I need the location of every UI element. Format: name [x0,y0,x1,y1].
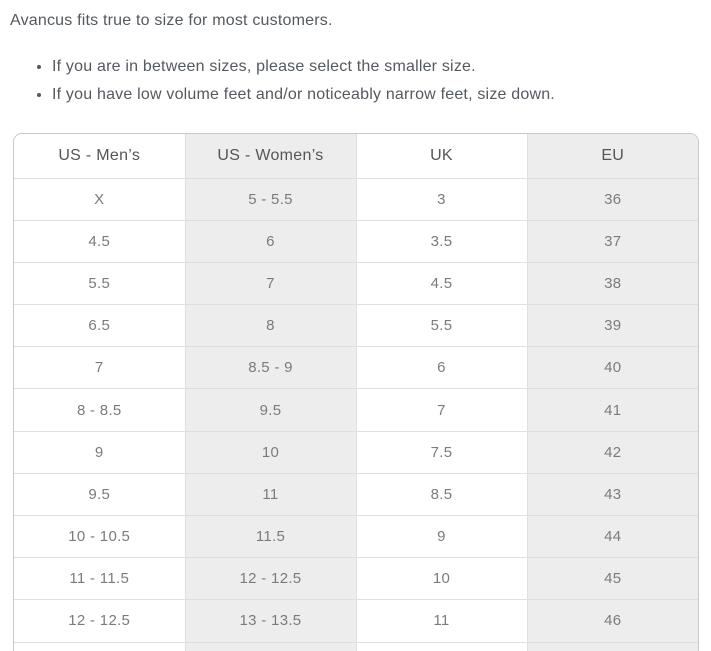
size-cell: 3 [355,177,527,221]
column-header: US - Women’s [184,134,356,178]
size-cell: 11.5 [184,514,356,558]
table-row: 11 - 11.5 12 - 12.5 10 45 [14,557,698,600]
table-row: 9 10 7.5 42 [14,430,698,474]
table-row [14,641,698,651]
size-cell: 6 [184,219,356,263]
size-cell: 8 - 8.5 [14,388,185,432]
size-chart-header: US - Men’s US - Women’s UK EU [14,134,698,178]
size-cell: 5 - 5.5 [184,177,356,221]
size-cell: 45 [526,557,698,600]
size-cell: 11 [355,599,527,643]
size-cell: 6 [355,346,527,389]
size-cell [184,641,356,651]
size-cell: 7.5 [355,430,527,474]
table-row: 10 - 10.5 11.5 9 44 [14,514,698,558]
size-cell: 9.5 [184,388,356,432]
size-cell: 9.5 [14,472,185,516]
size-cell: 11 [184,472,356,516]
table-row: 7 8.5 - 9 6 40 [14,346,698,389]
column-header: UK [355,134,527,178]
size-cell: 39 [526,304,698,347]
size-cell: 44 [526,514,698,558]
size-cell: 10 - 10.5 [14,514,185,558]
size-cell: 5.5 [14,261,185,305]
fit-note-item: If you are in between sizes, please sele… [52,53,711,81]
table-row: 6.5 8 5.5 39 [14,304,698,347]
size-cell: X [14,177,185,221]
table-row: 9.5 11 8.5 43 [14,472,698,516]
fit-note-item: If you have low volume feet and/or notic… [52,81,711,109]
table-row: 12 - 12.5 13 - 13.5 11 46 [14,599,698,643]
size-cell: 12 - 12.5 [184,557,356,600]
size-cell: 12 - 12.5 [14,599,185,643]
size-cell: 6.5 [14,304,185,347]
size-guide-page: Avancus fits true to size for most custo… [0,9,711,651]
size-cell: 5.5 [355,304,527,347]
column-header: EU [526,134,698,178]
table-row: 5.5 7 4.5 38 [14,261,698,305]
size-cell: 7 [184,261,356,305]
table-row: 8 - 8.5 9.5 7 41 [14,388,698,432]
size-cell: 8 [184,304,356,347]
header-row: US - Men’s US - Women’s UK EU [14,134,698,178]
column-header: US - Men’s [14,134,185,178]
size-cell: 3.5 [355,219,527,263]
fit-summary-text: Avancus fits true to size for most custo… [10,12,333,29]
size-cell: 13 - 13.5 [184,599,356,643]
size-cell [355,641,527,651]
size-cell: 8.5 [355,472,527,516]
size-cell: 36 [526,177,698,221]
size-cell: 10 [184,430,356,474]
size-cell: 9 [355,514,527,558]
size-cell: 7 [355,388,527,432]
size-cell: 8.5 - 9 [184,346,356,389]
size-cell: 43 [526,472,698,516]
size-cell: 42 [526,430,698,474]
size-cell: 4.5 [355,261,527,305]
size-cell: 41 [526,388,698,432]
size-cell: 9 [14,430,185,474]
table-row: 4.5 6 3.5 37 [14,219,698,263]
size-cell: 38 [526,261,698,305]
size-cell: 40 [526,346,698,389]
size-cell [14,641,185,651]
size-cell: 37 [526,219,698,263]
size-cell: 46 [526,599,698,643]
fit-notes-list: If you are in between sizes, please sele… [0,53,711,109]
size-cell: 10 [355,557,527,600]
size-cell: 7 [14,346,185,389]
size-cell: 4.5 [14,219,185,263]
size-cell [526,641,698,651]
size-cell: 11 - 11.5 [14,557,185,600]
